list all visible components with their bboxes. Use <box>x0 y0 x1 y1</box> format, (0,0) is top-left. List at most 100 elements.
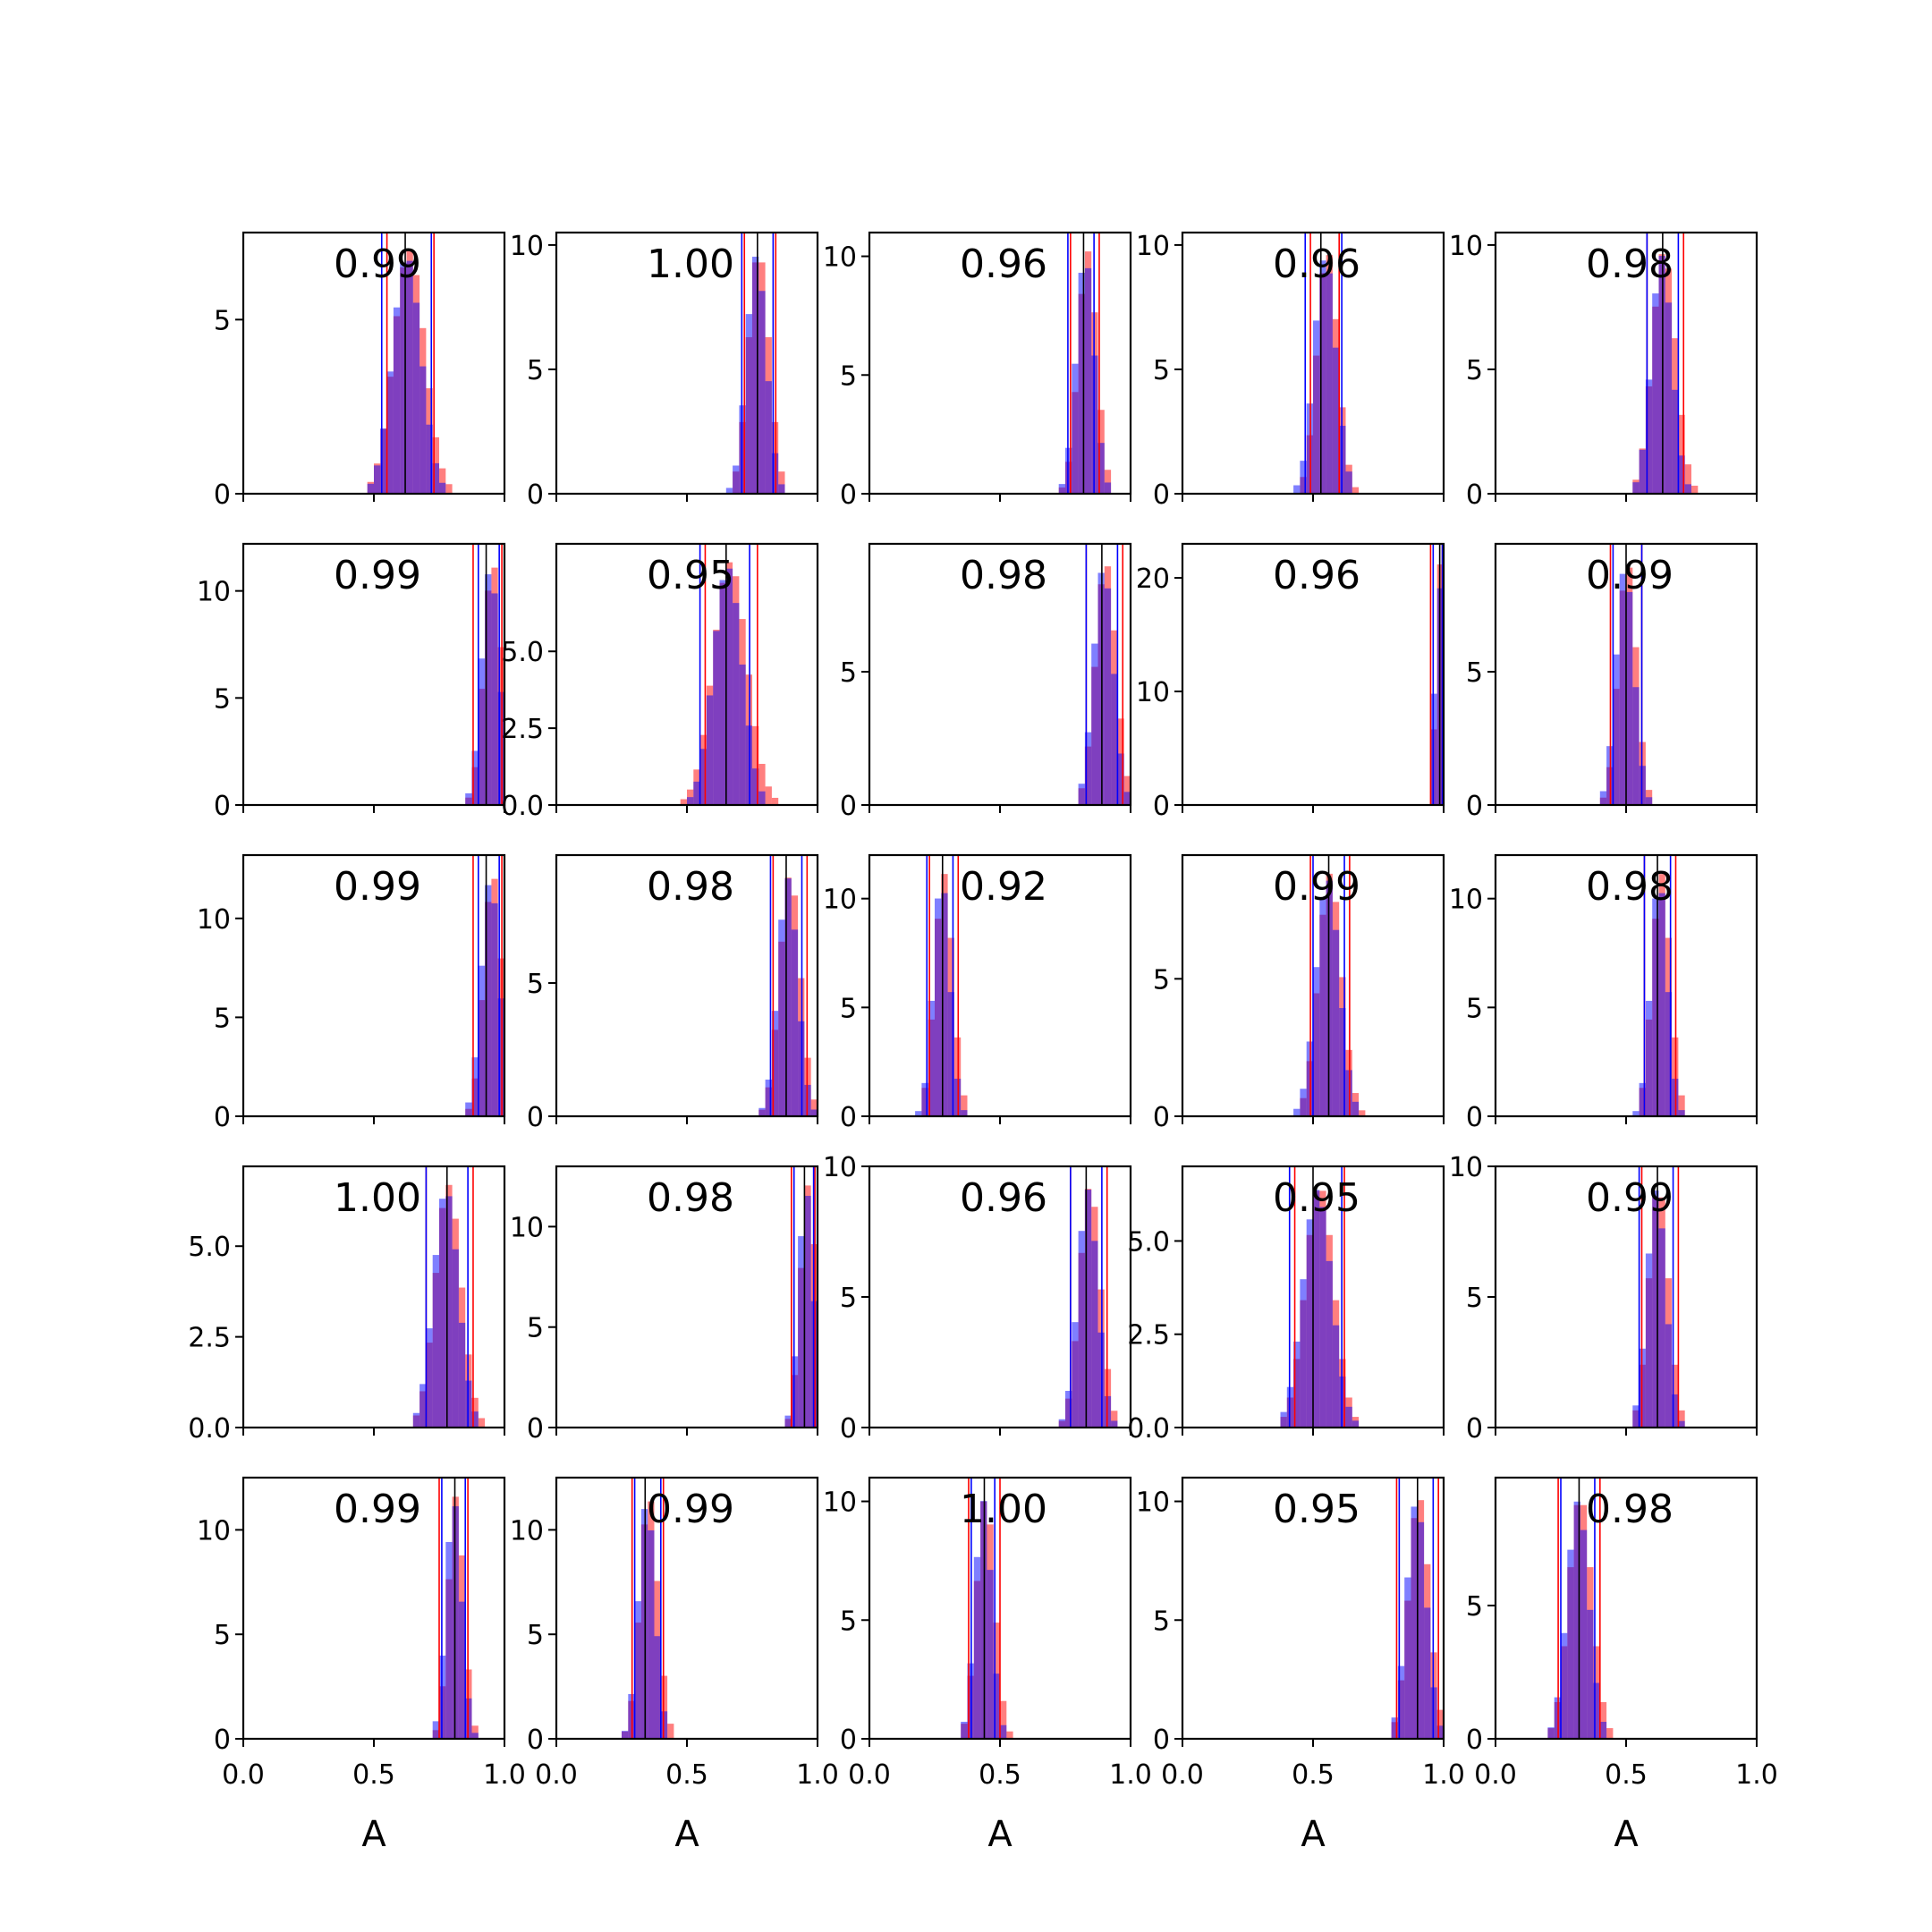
blue-histogram-bar <box>471 1411 479 1428</box>
y-tick-label: 5.0 <box>1127 1226 1170 1258</box>
blue-histogram-bar <box>1104 482 1112 494</box>
blue-histogram-bar <box>699 749 707 805</box>
blue-histogram-bar <box>1293 1341 1301 1428</box>
blue-histogram-bar <box>1078 784 1085 805</box>
correlation-annotation: 0.95 <box>647 553 734 598</box>
blue-histogram-bar <box>1111 1420 1118 1428</box>
blue-histogram-bar <box>432 1255 439 1428</box>
blue-histogram-bar <box>1626 591 1633 805</box>
blue-histogram-bar <box>1326 1260 1333 1428</box>
red-histogram-bar <box>1104 470 1112 494</box>
correlation-annotation: 0.99 <box>334 1487 421 1532</box>
blue-histogram-bar <box>1078 272 1085 494</box>
y-tick-label: 10 <box>197 577 231 608</box>
correlation-annotation: 0.98 <box>1586 864 1674 910</box>
red-histogram-bar <box>758 764 766 805</box>
y-tick-label: 5 <box>214 305 231 336</box>
blue-histogram-bar <box>412 302 420 494</box>
y-tick-label: 5 <box>527 1313 544 1344</box>
blue-histogram-bar <box>374 465 381 494</box>
blue-histogram-bar <box>798 1236 805 1428</box>
y-tick-label: 5 <box>840 360 857 392</box>
red-histogram-bar <box>1352 487 1360 494</box>
blue-histogram-bar <box>439 482 446 494</box>
blue-histogram-bar <box>465 1102 472 1116</box>
correlation-annotation: 0.96 <box>1273 242 1360 287</box>
blue-histogram-bar <box>1332 1325 1340 1428</box>
x-axis-label: A <box>1614 1814 1639 1855</box>
x-tick-label: 1.0 <box>796 1759 839 1791</box>
blue-histogram-bar <box>1300 1279 1307 1428</box>
y-tick-label: 10 <box>510 1212 544 1243</box>
y-tick-label: 10 <box>1449 885 1483 916</box>
blue-histogram-bar <box>921 1082 928 1116</box>
y-tick-label: 10 <box>823 242 857 274</box>
blue-histogram-bar <box>1672 1394 1679 1428</box>
red-histogram-bar <box>1691 486 1699 494</box>
red-histogram-bar <box>478 1418 486 1428</box>
blue-histogram-bar <box>1561 1632 1568 1739</box>
red-histogram-bar <box>445 484 453 494</box>
red-histogram-bar <box>778 471 785 494</box>
blue-histogram-bar <box>622 1731 629 1739</box>
y-tick-label: 5.0 <box>188 1232 231 1263</box>
red-histogram-bar <box>1606 1728 1614 1739</box>
blue-histogram-bar <box>458 1601 466 1739</box>
y-tick-label: 5 <box>1466 993 1483 1024</box>
red-histogram-bar <box>1684 464 1691 494</box>
blue-histogram-bar <box>765 1080 772 1116</box>
correlation-annotation: 0.95 <box>1273 1487 1360 1532</box>
blue-histogram-bar <box>758 1107 766 1116</box>
correlation-annotation: 0.98 <box>647 864 734 910</box>
blue-histogram-bar <box>739 664 746 805</box>
y-tick-label: 0 <box>1466 1102 1483 1133</box>
x-tick-label: 0.0 <box>222 1759 265 1791</box>
blue-histogram-bar <box>1424 1607 1431 1739</box>
y-tick-label: 0 <box>1153 791 1170 822</box>
panel-2-1: 0 5 10 0.99 <box>197 542 506 822</box>
y-tick-label: 10 <box>1449 1152 1483 1183</box>
blue-histogram-bar <box>485 574 492 805</box>
blue-histogram-bar <box>1111 674 1118 805</box>
blue-histogram-bar <box>973 1556 981 1739</box>
blue-histogram-bar <box>1632 687 1640 805</box>
y-tick-label: 0.0 <box>188 1413 231 1445</box>
blue-histogram-bar <box>810 1109 818 1116</box>
blue-histogram-bar <box>445 1541 453 1739</box>
blue-histogram-bar <box>1065 1391 1072 1428</box>
y-tick-label: 10 <box>823 1487 857 1519</box>
blue-histogram-bar <box>758 791 766 805</box>
blue-histogram-bar <box>471 750 479 805</box>
y-tick-label: 0 <box>1153 1102 1170 1133</box>
red-histogram-bar <box>1006 1731 1013 1739</box>
red-histogram-bar <box>471 1725 479 1739</box>
y-tick-label: 0 <box>527 1413 544 1445</box>
correlation-annotation: 0.92 <box>960 864 1047 910</box>
blue-histogram-bar <box>713 631 720 805</box>
correlation-annotation: 0.96 <box>960 1175 1047 1221</box>
y-tick-label: 10 <box>197 1515 231 1546</box>
y-tick-label: 0.0 <box>1127 1413 1170 1445</box>
correlation-annotation: 0.98 <box>1586 242 1674 287</box>
y-tick-label: 0 <box>527 1102 544 1133</box>
blue-histogram-bar <box>654 1636 661 1739</box>
correlation-annotation: 0.98 <box>1586 1487 1674 1532</box>
blue-histogram-bar <box>412 1412 420 1428</box>
blue-histogram-bar <box>1632 1405 1640 1428</box>
correlation-annotation: 0.99 <box>334 864 421 910</box>
red-histogram-bar <box>1678 1095 1685 1116</box>
correlation-annotation: 0.99 <box>334 242 421 287</box>
x-axis-label: A <box>674 1814 699 1855</box>
y-tick-label: 0 <box>527 1724 544 1756</box>
blue-histogram-bar <box>1652 1191 1659 1428</box>
y-tick-label: 5 <box>214 1620 231 1651</box>
y-tick-label: 5 <box>527 355 544 386</box>
blue-histogram-bar <box>1593 1682 1600 1739</box>
blue-histogram-bar <box>915 1111 922 1116</box>
red-histogram-bar <box>752 725 759 805</box>
blue-histogram-bar <box>1084 732 1092 805</box>
y-tick-label: 5 <box>840 993 857 1024</box>
blue-histogram-bar <box>1632 1111 1640 1116</box>
blue-histogram-bar <box>752 256 759 494</box>
